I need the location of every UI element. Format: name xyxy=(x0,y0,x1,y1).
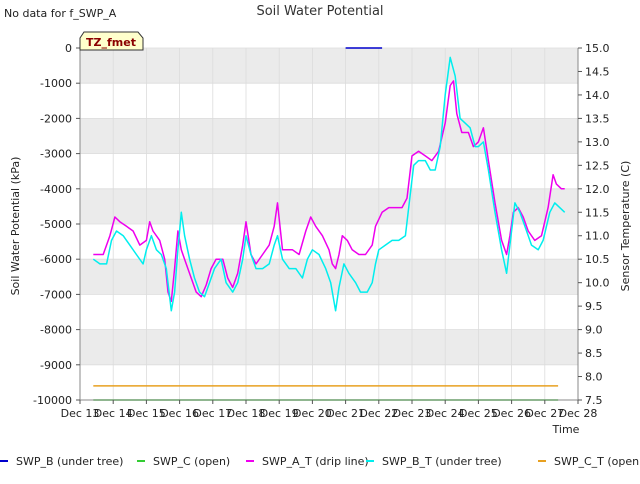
y-tick-label: -4000 xyxy=(40,183,72,196)
legend-label-0: SWP_B (under tree) xyxy=(16,455,123,468)
y2-tick-label: 13.5 xyxy=(585,112,610,125)
x-tick-label: Dec 15 xyxy=(127,407,166,420)
y-tick-label: -1000 xyxy=(40,77,72,90)
legend-label-4: SWP_C_T (open) xyxy=(554,455,640,468)
y2-tick-label: 9.5 xyxy=(585,300,603,313)
x-tick-label: Dec 27 xyxy=(525,407,564,420)
y2-axis-label: Sensor Temperature (C) xyxy=(619,161,632,292)
x-tick-label: Dec 21 xyxy=(326,407,365,420)
y-tick-label: -10000 xyxy=(33,394,72,407)
chart-title: Soil Water Potential xyxy=(256,4,383,19)
legend-label-3: SWP_B_T (under tree) xyxy=(382,455,502,468)
y-tick-label: -5000 xyxy=(40,218,72,231)
x-tick-label: Dec 26 xyxy=(492,407,531,420)
series-line-3 xyxy=(92,56,566,312)
y2-tick-label: 8.0 xyxy=(585,371,603,384)
series-line-2 xyxy=(93,80,565,303)
timezone-badge xyxy=(79,31,144,51)
x-tick-label: Dec 18 xyxy=(227,407,266,420)
y2-tick-label: 15.0 xyxy=(585,42,610,55)
x-tick-label: Dec 19 xyxy=(260,407,299,420)
x-tick-label: Dec 20 xyxy=(293,407,332,420)
y2-tick-label: 11.5 xyxy=(585,206,610,219)
plot-band xyxy=(80,329,578,365)
y-tick-label: -9000 xyxy=(40,359,72,372)
x-tick-label: Dec 22 xyxy=(359,407,398,420)
plot-band xyxy=(80,188,578,224)
y2-tick-label: 7.5 xyxy=(585,394,603,407)
y2-tick-label: 9.0 xyxy=(585,324,603,337)
y-tick-label: -2000 xyxy=(40,112,72,125)
plot-band xyxy=(80,118,578,154)
y2-tick-label: 14.0 xyxy=(585,89,610,102)
y-axis-label: Soil Water Potential (kPa) xyxy=(9,157,22,296)
y2-tick-label: 12.0 xyxy=(585,183,610,196)
legend-label-1: SWP_C (open) xyxy=(153,455,230,468)
y2-tick-label: 10.0 xyxy=(585,277,610,290)
x-tick-label: Dec 13 xyxy=(61,407,100,420)
y-tick-label: -3000 xyxy=(40,148,72,161)
y-tick-label: -8000 xyxy=(40,324,72,337)
no-data-notice: No data for f_SWP_A xyxy=(4,7,117,20)
y2-tick-label: 12.5 xyxy=(585,159,610,172)
y2-tick-label: 13.0 xyxy=(585,136,610,149)
x-tick-label: Dec 23 xyxy=(393,407,432,420)
x-tick-label: Dec 25 xyxy=(459,407,498,420)
plot-band xyxy=(80,48,578,84)
x-axis-label: Time xyxy=(552,423,580,436)
y2-tick-label: 14.5 xyxy=(585,65,610,78)
x-tick-label: Dec 17 xyxy=(193,407,232,420)
x-tick-label: Dec 16 xyxy=(160,407,199,420)
timezone-badge-label: TZ_fmet xyxy=(86,36,136,49)
y2-tick-label: 11.0 xyxy=(585,230,610,243)
legend-label-2: SWP_A_T (drip line) xyxy=(262,455,369,468)
y2-tick-label: 10.5 xyxy=(585,253,610,266)
x-tick-label: Dec 24 xyxy=(426,407,465,420)
y-tick-label: -6000 xyxy=(40,253,72,266)
y2-tick-label: 8.5 xyxy=(585,347,603,360)
x-tick-label: Dec 14 xyxy=(94,407,133,420)
y-tick-label: 0 xyxy=(65,42,72,55)
y-tick-label: -7000 xyxy=(40,288,72,301)
x-tick-label: Dec 28 xyxy=(559,407,598,420)
